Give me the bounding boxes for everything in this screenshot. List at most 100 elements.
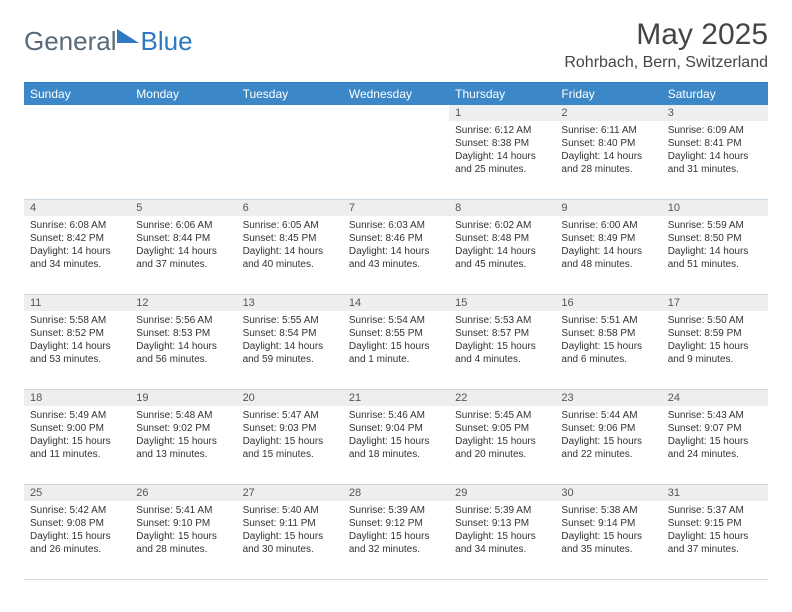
sunrise-text: Sunrise: 5:38 AM xyxy=(561,504,655,517)
sunset-text: Sunset: 8:49 PM xyxy=(561,232,655,245)
sunset-text: Sunset: 8:42 PM xyxy=(30,232,124,245)
daylight-text: Daylight: 15 hours and 32 minutes. xyxy=(349,530,443,556)
weekday-header: Monday xyxy=(130,83,236,105)
sunrise-text: Sunrise: 5:45 AM xyxy=(455,409,549,422)
daylight-text: Daylight: 15 hours and 11 minutes. xyxy=(30,435,124,461)
daylight-text: Daylight: 15 hours and 13 minutes. xyxy=(136,435,230,461)
day-number: 29 xyxy=(449,485,555,501)
day-number: 16 xyxy=(555,295,661,311)
day-number: 3 xyxy=(662,105,768,121)
weekday-header: Wednesday xyxy=(343,83,449,105)
calendar-cell: Sunrise: 5:45 AMSunset: 9:05 PMDaylight:… xyxy=(449,406,555,484)
sunset-text: Sunset: 9:00 PM xyxy=(30,422,124,435)
sunrise-text: Sunrise: 5:44 AM xyxy=(561,409,655,422)
calendar-cell: Sunrise: 5:50 AMSunset: 8:59 PMDaylight:… xyxy=(662,311,768,389)
sunrise-text: Sunrise: 6:00 AM xyxy=(561,219,655,232)
sunrise-text: Sunrise: 6:06 AM xyxy=(136,219,230,232)
calendar-week: Sunrise: 5:58 AMSunset: 8:52 PMDaylight:… xyxy=(24,311,768,390)
calendar-week: Sunrise: 6:08 AMSunset: 8:42 PMDaylight:… xyxy=(24,216,768,295)
day-number: 27 xyxy=(237,485,343,501)
sunset-text: Sunset: 9:07 PM xyxy=(668,422,762,435)
sunset-text: Sunset: 8:55 PM xyxy=(349,327,443,340)
day-number: 18 xyxy=(24,390,130,406)
sunset-text: Sunset: 9:08 PM xyxy=(30,517,124,530)
calendar-cell: Sunrise: 5:56 AMSunset: 8:53 PMDaylight:… xyxy=(130,311,236,389)
sunrise-text: Sunrise: 5:51 AM xyxy=(561,314,655,327)
calendar-cell: Sunrise: 6:11 AMSunset: 8:40 PMDaylight:… xyxy=(555,121,661,199)
day-number: 15 xyxy=(449,295,555,311)
daylight-text: Daylight: 14 hours and 48 minutes. xyxy=(561,245,655,271)
sunrise-text: Sunrise: 5:39 AM xyxy=(349,504,443,517)
day-number: 30 xyxy=(555,485,661,501)
sunrise-text: Sunrise: 5:49 AM xyxy=(30,409,124,422)
daylight-text: Daylight: 15 hours and 15 minutes. xyxy=(243,435,337,461)
day-number: 4 xyxy=(24,200,130,216)
day-number xyxy=(130,105,236,121)
location-text: Rohrbach, Bern, Switzerland xyxy=(564,54,768,72)
day-number: 13 xyxy=(237,295,343,311)
sunrise-text: Sunrise: 5:55 AM xyxy=(243,314,337,327)
daylight-text: Daylight: 14 hours and 43 minutes. xyxy=(349,245,443,271)
weekday-header: Tuesday xyxy=(237,83,343,105)
month-title: May 2025 xyxy=(564,18,768,52)
brand-logo: General Blue xyxy=(24,18,193,57)
weekday-header: Friday xyxy=(555,83,661,105)
daylight-text: Daylight: 14 hours and 56 minutes. xyxy=(136,340,230,366)
calendar-cell xyxy=(130,121,236,199)
day-number: 9 xyxy=(555,200,661,216)
day-number: 17 xyxy=(662,295,768,311)
daylight-text: Daylight: 14 hours and 28 minutes. xyxy=(561,150,655,176)
daylight-text: Daylight: 15 hours and 4 minutes. xyxy=(455,340,549,366)
sunset-text: Sunset: 8:46 PM xyxy=(349,232,443,245)
day-number xyxy=(24,105,130,121)
brand-name-b: Blue xyxy=(141,26,193,57)
sunset-text: Sunset: 9:15 PM xyxy=(668,517,762,530)
daylight-text: Daylight: 14 hours and 45 minutes. xyxy=(455,245,549,271)
daylight-text: Daylight: 15 hours and 18 minutes. xyxy=(349,435,443,461)
day-number: 8 xyxy=(449,200,555,216)
sunset-text: Sunset: 8:52 PM xyxy=(30,327,124,340)
calendar-cell: Sunrise: 5:39 AMSunset: 9:12 PMDaylight:… xyxy=(343,501,449,579)
daylight-text: Daylight: 14 hours and 40 minutes. xyxy=(243,245,337,271)
sunrise-text: Sunrise: 5:48 AM xyxy=(136,409,230,422)
calendar-cell: Sunrise: 5:47 AMSunset: 9:03 PMDaylight:… xyxy=(237,406,343,484)
sunset-text: Sunset: 9:12 PM xyxy=(349,517,443,530)
day-number: 31 xyxy=(662,485,768,501)
daylight-text: Daylight: 15 hours and 24 minutes. xyxy=(668,435,762,461)
calendar-cell xyxy=(237,121,343,199)
daylight-text: Daylight: 14 hours and 37 minutes. xyxy=(136,245,230,271)
daylight-text: Daylight: 14 hours and 53 minutes. xyxy=(30,340,124,366)
sunset-text: Sunset: 8:41 PM xyxy=(668,137,762,150)
calendar-cell: Sunrise: 5:41 AMSunset: 9:10 PMDaylight:… xyxy=(130,501,236,579)
day-number: 23 xyxy=(555,390,661,406)
daylight-text: Daylight: 14 hours and 51 minutes. xyxy=(668,245,762,271)
weekday-header: Thursday xyxy=(449,83,555,105)
sunset-text: Sunset: 9:02 PM xyxy=(136,422,230,435)
sunset-text: Sunset: 9:05 PM xyxy=(455,422,549,435)
day-number: 21 xyxy=(343,390,449,406)
sunset-text: Sunset: 9:06 PM xyxy=(561,422,655,435)
sunset-text: Sunset: 8:38 PM xyxy=(455,137,549,150)
sunrise-text: Sunrise: 5:54 AM xyxy=(349,314,443,327)
calendar-cell: Sunrise: 5:49 AMSunset: 9:00 PMDaylight:… xyxy=(24,406,130,484)
calendar-cell: Sunrise: 5:55 AMSunset: 8:54 PMDaylight:… xyxy=(237,311,343,389)
weekday-header-row: SundayMondayTuesdayWednesdayThursdayFrid… xyxy=(24,83,768,105)
sunrise-text: Sunrise: 5:40 AM xyxy=(243,504,337,517)
day-number xyxy=(237,105,343,121)
calendar-cell: Sunrise: 5:46 AMSunset: 9:04 PMDaylight:… xyxy=(343,406,449,484)
sunset-text: Sunset: 8:53 PM xyxy=(136,327,230,340)
day-number: 28 xyxy=(343,485,449,501)
daylight-text: Daylight: 15 hours and 26 minutes. xyxy=(30,530,124,556)
calendar-week: Sunrise: 6:12 AMSunset: 8:38 PM Daylight:… xyxy=(24,121,768,200)
brand-name-a: General xyxy=(24,26,117,57)
sunrise-text: Sunrise: 6:05 AM xyxy=(243,219,337,232)
sunrise-text: Sunrise: 6:12 AM xyxy=(455,124,549,137)
daylight-text: Daylight: 14 hours and 59 minutes. xyxy=(243,340,337,366)
daylight-text: Daylight: 15 hours and 6 minutes. xyxy=(561,340,655,366)
calendar-cell: Sunrise: 5:43 AMSunset: 9:07 PMDaylight:… xyxy=(662,406,768,484)
sunrise-text: Sunrise: 5:37 AM xyxy=(668,504,762,517)
weekday-header: Saturday xyxy=(662,83,768,105)
calendar-cell: Sunrise: 5:38 AMSunset: 9:14 PMDaylight:… xyxy=(555,501,661,579)
sunset-text: Sunset: 9:14 PM xyxy=(561,517,655,530)
calendar-cell: Sunrise: 6:00 AMSunset: 8:49 PMDaylight:… xyxy=(555,216,661,294)
